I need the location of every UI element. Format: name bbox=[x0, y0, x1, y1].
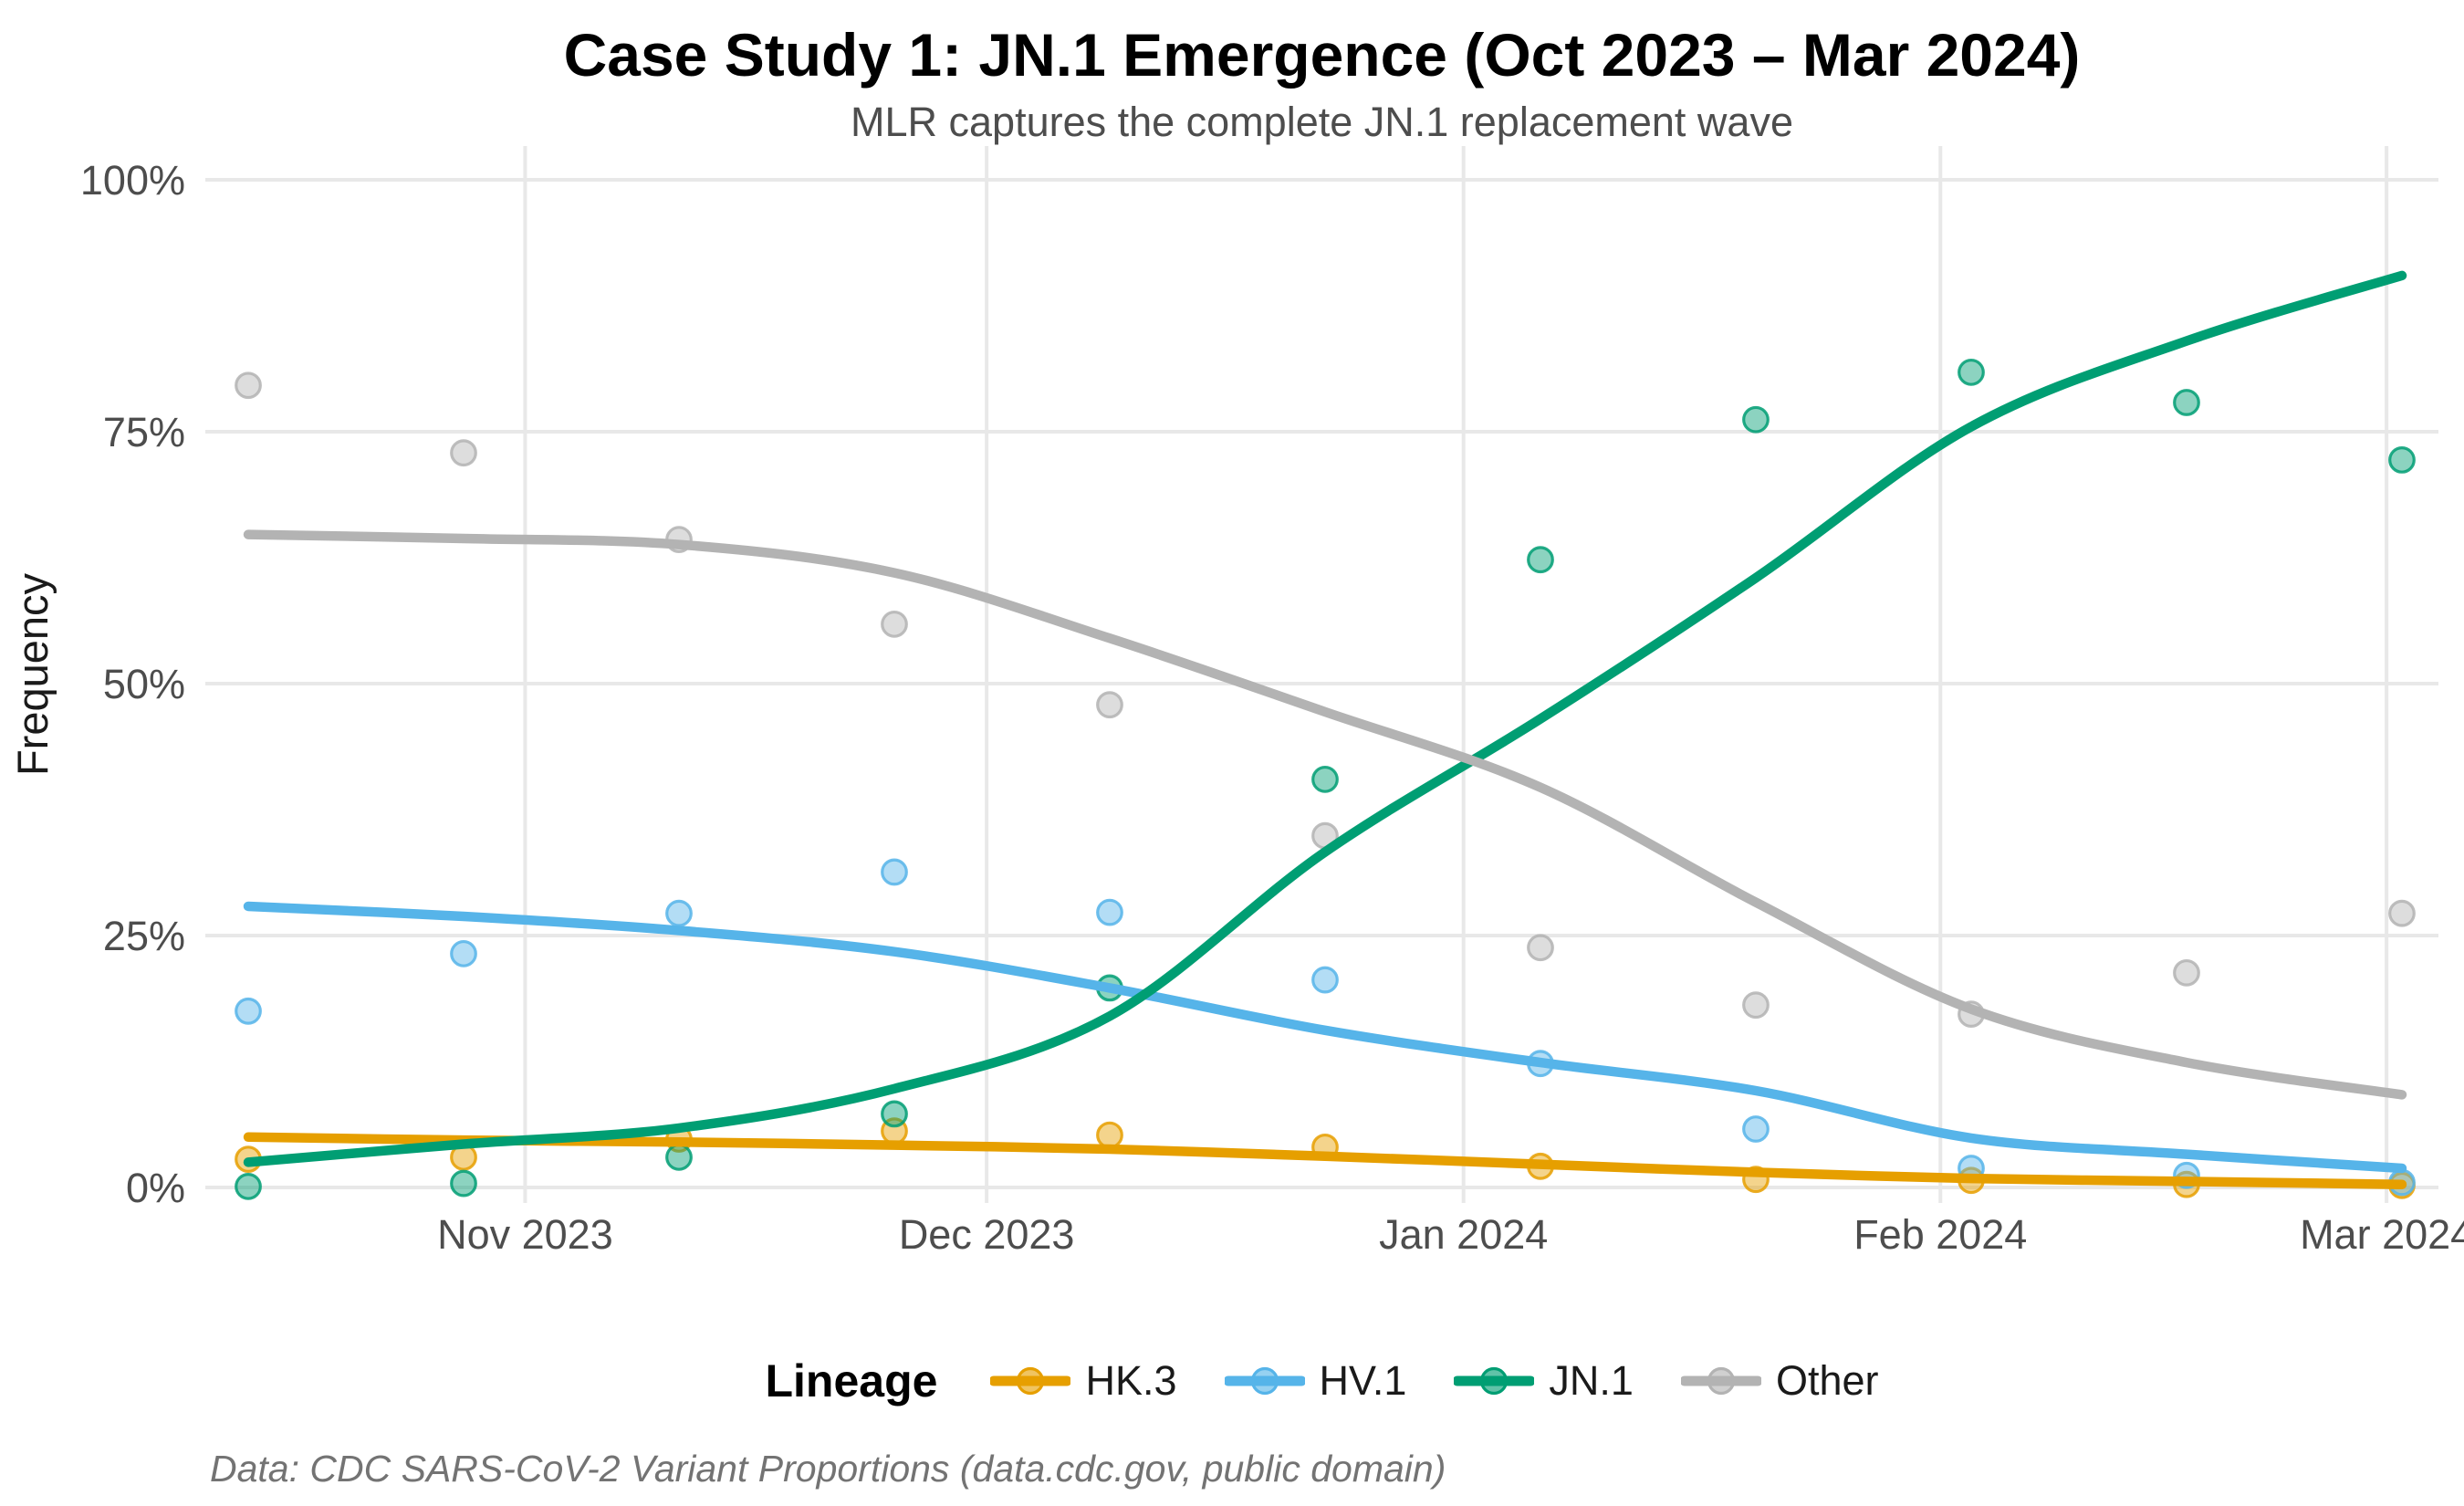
fit-line-JN.1 bbox=[243, 270, 2407, 1167]
y-tick-label-100%: 100% bbox=[80, 157, 185, 204]
chart-subtitle: MLR captures the complete JN.1 replaceme… bbox=[851, 99, 1793, 145]
x-tick-label-Nov 2023: Nov 2023 bbox=[437, 1211, 613, 1258]
y-tick-label-50%: 50% bbox=[103, 661, 185, 707]
fit-line-HK.3 bbox=[243, 1132, 2407, 1189]
legend-item-Other: Other bbox=[1680, 1357, 1879, 1405]
legend-key-icon-Other bbox=[1680, 1366, 1761, 1396]
point-HV.1-Dec 9, 2023 bbox=[1096, 898, 1123, 926]
point-Other-Jan 6, 2024 bbox=[1527, 934, 1554, 962]
y-axis-title: Frequency bbox=[8, 572, 57, 776]
point-JN.1-Jan 20, 2024 bbox=[1742, 405, 1770, 434]
legend-items: HK.3 HV.1 JN.1 Other bbox=[990, 1357, 1879, 1405]
fit-line-Other bbox=[243, 529, 2407, 1100]
point-HV.1-Jan 20, 2024 bbox=[1742, 1115, 1770, 1143]
point-HK.3-Dec 9, 2023 bbox=[1096, 1121, 1123, 1149]
legend-item-HK.3: HK.3 bbox=[990, 1357, 1177, 1405]
x-tick-label-Dec 2023: Dec 2023 bbox=[899, 1211, 1075, 1258]
chart-title: Case Study 1: JN.1 Emergence (Oct 2023 –… bbox=[563, 21, 2081, 89]
y-tick-label-25%: 25% bbox=[103, 913, 185, 959]
legend-key-icon-HV.1 bbox=[1224, 1366, 1305, 1396]
caption: Data: CDC SARS-CoV-2 Variant Proportions… bbox=[210, 1448, 1446, 1490]
legend-key-icon-HK.3 bbox=[990, 1366, 1071, 1396]
point-Other-Nov 25, 2023 bbox=[881, 610, 908, 638]
x-tick-label-Feb 2024: Feb 2024 bbox=[1853, 1211, 2027, 1258]
legend-item-JN.1: JN.1 bbox=[1454, 1357, 1634, 1405]
x-tick-label-Mar 2024: Mar 2024 bbox=[2300, 1211, 2464, 1258]
legend-key-icon-JN.1 bbox=[1454, 1366, 1535, 1396]
point-HV.1-Nov 11, 2023 bbox=[665, 899, 693, 927]
point-Other-Oct 28, 2023 bbox=[450, 439, 477, 467]
legend-item-HV.1: HV.1 bbox=[1224, 1357, 1407, 1405]
point-JN.1-Nov 25, 2023 bbox=[881, 1100, 908, 1128]
point-Other-Dec 9, 2023 bbox=[1096, 691, 1123, 719]
legend-item-label: Other bbox=[1775, 1357, 1879, 1404]
point-JN.1-Nov 11, 2023 bbox=[665, 1143, 693, 1171]
point-JN.1-Oct 28, 2023 bbox=[450, 1169, 477, 1197]
point-Other-Jan 20, 2024 bbox=[1742, 991, 1770, 1020]
point-JN.1-Oct 14, 2023 bbox=[235, 1172, 262, 1200]
legend: Lineage HK.3 HV.1 JN.1 Other bbox=[205, 1349, 2438, 1413]
point-HV.1-Oct 28, 2023 bbox=[450, 939, 477, 967]
point-HV.1-Nov 25, 2023 bbox=[881, 858, 908, 886]
y-tick-label-75%: 75% bbox=[103, 409, 185, 455]
fit-line-HV.1 bbox=[243, 901, 2407, 1174]
point-Other-Mar 2, 2024 bbox=[2388, 899, 2416, 927]
point-JN.1-Mar 2, 2024 bbox=[2388, 446, 2416, 474]
point-JN.1-Jan 6, 2024 bbox=[1527, 546, 1554, 574]
legend-title: Lineage bbox=[765, 1355, 938, 1407]
legend-item-label: HK.3 bbox=[1085, 1357, 1177, 1404]
point-HV.1-Oct 14, 2023 bbox=[235, 997, 262, 1025]
point-Other-Feb 17, 2024 bbox=[2173, 958, 2200, 987]
point-Other-Oct 14, 2023 bbox=[235, 371, 262, 400]
point-HV.1-Dec 23, 2023 bbox=[1311, 966, 1339, 994]
legend-item-label: JN.1 bbox=[1549, 1357, 1634, 1404]
point-JN.1-Feb 3, 2024 bbox=[1958, 358, 1985, 386]
x-tick-label-Jan 2024: Jan 2024 bbox=[1379, 1211, 1548, 1258]
point-JN.1-Dec 23, 2023 bbox=[1311, 765, 1339, 793]
y-tick-label-0%: 0% bbox=[126, 1165, 185, 1211]
point-JN.1-Feb 17, 2024 bbox=[2173, 389, 2200, 416]
legend-item-label: HV.1 bbox=[1319, 1357, 1407, 1404]
